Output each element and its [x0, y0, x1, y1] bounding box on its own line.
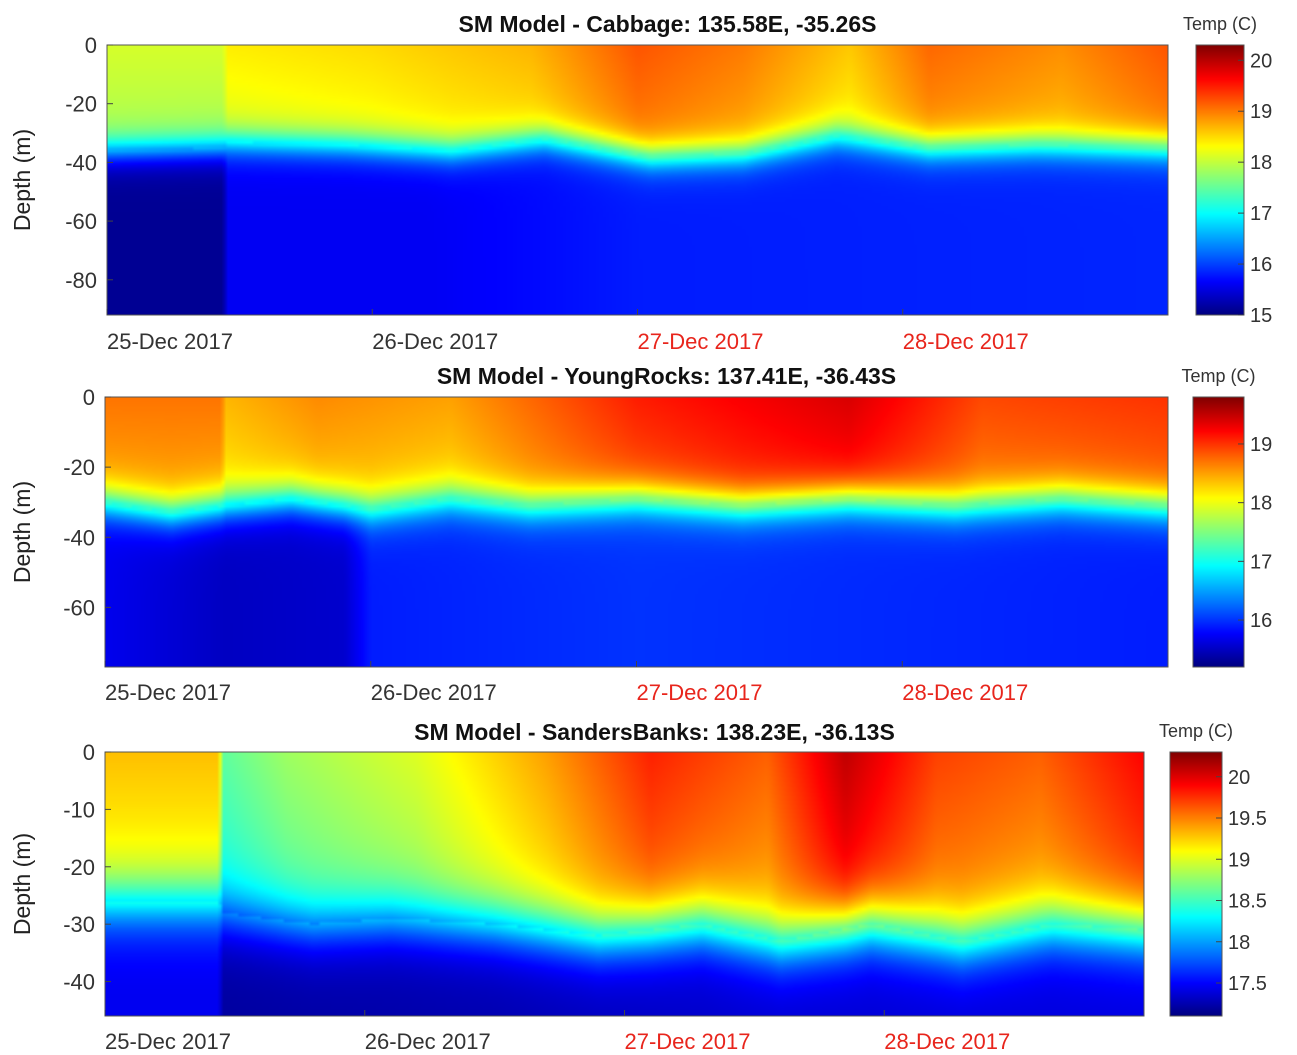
panel-1: SM Model - Cabbage: 135.58E, -35.26S 0 -20… — [9, 11, 1272, 354]
y-tick-label: -10 — [63, 797, 95, 822]
colorbar-label: Temp (C) — [1183, 14, 1257, 34]
x-tick-label: 26-Dec 2017 — [365, 1029, 491, 1054]
x-tick-label: 26-Dec 2017 — [372, 329, 498, 354]
colorbar-frame — [1192, 396, 1245, 668]
colorbar-tick-label: 20 — [1250, 50, 1272, 72]
colorbar-tick-label: 15 — [1250, 305, 1272, 327]
panel-3: SM Model - SandersBanks: 138.23E, -36.13… — [9, 719, 1267, 1054]
y-tick-label: 0 — [85, 33, 97, 58]
colorbar — [1170, 752, 1222, 1016]
colorbar-tick-label: 18.5 — [1228, 891, 1267, 913]
x-tick-label: 28-Dec 2017 — [884, 1029, 1010, 1054]
colorbar-tick-label: 20 — [1228, 767, 1250, 789]
colorbar — [1196, 45, 1244, 315]
panel-2: SM Model - YoungRocks: 137.41E, -36.43S 0… — [9, 363, 1272, 705]
colorbar-frame — [1195, 44, 1245, 316]
chart-title: SM Model - Cabbage: 135.58E, -35.26S — [459, 11, 877, 37]
x-tick-label: 25-Dec 2017 — [105, 680, 231, 705]
heatmap-field — [105, 752, 1144, 1016]
y-tick-label: -40 — [63, 970, 95, 995]
y-tick-label: -30 — [63, 912, 95, 937]
y-axis-label: Depth (m) — [9, 129, 35, 231]
y-tick-label: -20 — [65, 92, 97, 117]
colorbar-label: Temp (C) — [1181, 366, 1255, 386]
colorbar-tick-label: 18 — [1250, 493, 1272, 515]
y-tick-label: -20 — [63, 455, 95, 480]
heatmap-field — [107, 45, 1168, 315]
colorbar-tick-label: 17 — [1250, 551, 1272, 573]
chart-title: SM Model - YoungRocks: 137.41E, -36.43S — [437, 363, 896, 389]
colorbar-tick-label: 16 — [1250, 610, 1272, 632]
x-tick-label: 28-Dec 2017 — [902, 680, 1028, 705]
colorbar-tick-label: 18 — [1228, 932, 1250, 954]
colorbar-tick-label: 19 — [1228, 849, 1250, 871]
colorbar — [1193, 397, 1244, 667]
y-axis-label: Depth (m) — [9, 833, 35, 935]
colorbar-tick-label: 19 — [1250, 101, 1272, 123]
colorbar-tick-label: 18 — [1250, 152, 1272, 174]
y-tick-label: 0 — [83, 385, 95, 410]
chart-title: SM Model - SandersBanks: 138.23E, -36.13… — [414, 719, 895, 745]
x-tick-label: 25-Dec 2017 — [107, 329, 233, 354]
colorbar-label: Temp (C) — [1159, 721, 1233, 741]
heatmap-field — [105, 397, 1168, 667]
colorbar-tick-label: 19 — [1250, 434, 1272, 456]
colorbar-tick-label: 17.5 — [1228, 973, 1267, 995]
colorbar-tick-label: 19.5 — [1228, 808, 1267, 830]
x-tick-label: 25-Dec 2017 — [105, 1029, 231, 1054]
y-tick-label: -40 — [65, 150, 97, 175]
y-tick-label: -20 — [63, 855, 95, 880]
y-tick-label: 0 — [83, 740, 95, 765]
colorbar-tick-label: 17 — [1250, 203, 1272, 225]
y-tick-label: -40 — [63, 525, 95, 550]
x-tick-label: 26-Dec 2017 — [371, 680, 497, 705]
y-tick-label: -60 — [63, 595, 95, 620]
colorbar-tick-label: 16 — [1250, 254, 1272, 276]
y-tick-label: -60 — [65, 209, 97, 234]
x-tick-label: 27-Dec 2017 — [625, 1029, 751, 1054]
y-axis-label: Depth (m) — [9, 481, 35, 583]
y-tick-label: -80 — [65, 268, 97, 293]
x-tick-label: 27-Dec 2017 — [638, 329, 764, 354]
colorbar-frame — [1169, 751, 1223, 1017]
x-tick-label: 27-Dec 2017 — [637, 680, 763, 705]
x-tick-label: 28-Dec 2017 — [903, 329, 1029, 354]
